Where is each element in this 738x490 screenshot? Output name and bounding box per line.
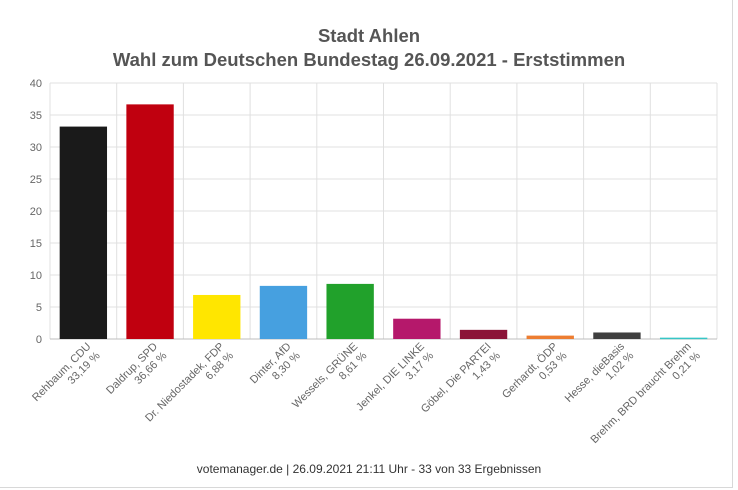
y-tick-label: 35 — [30, 110, 42, 122]
chart-subtitle: Wahl zum Deutschen Bundestag 26.09.2021 … — [112, 49, 626, 70]
footer-source: votemanager.de | 26.09.2021 21:11 Uhr - … — [196, 462, 542, 476]
y-tick-label: 30 — [30, 142, 42, 154]
y-tick-label: 0 — [36, 334, 42, 346]
bar — [259, 285, 308, 339]
y-tick-label: 20 — [30, 206, 42, 218]
bars — [59, 104, 708, 340]
bar — [459, 329, 508, 339]
y-tick-label: 40 — [30, 78, 42, 90]
bar — [526, 335, 574, 339]
bar — [659, 337, 708, 340]
y-tick-label: 10 — [30, 270, 42, 282]
y-tick-label: 25 — [30, 174, 42, 186]
bar — [59, 126, 108, 339]
bar — [393, 318, 441, 339]
bar — [326, 283, 374, 339]
chart-title: Stadt Ahlen — [317, 25, 421, 46]
bar — [593, 332, 641, 339]
y-axis: 0 5 10 15 20 25 30 35 40 — [30, 78, 42, 346]
y-tick-label: 15 — [30, 238, 42, 250]
bar — [193, 294, 241, 339]
y-tick-label: 5 — [36, 302, 42, 314]
bar — [126, 104, 174, 339]
